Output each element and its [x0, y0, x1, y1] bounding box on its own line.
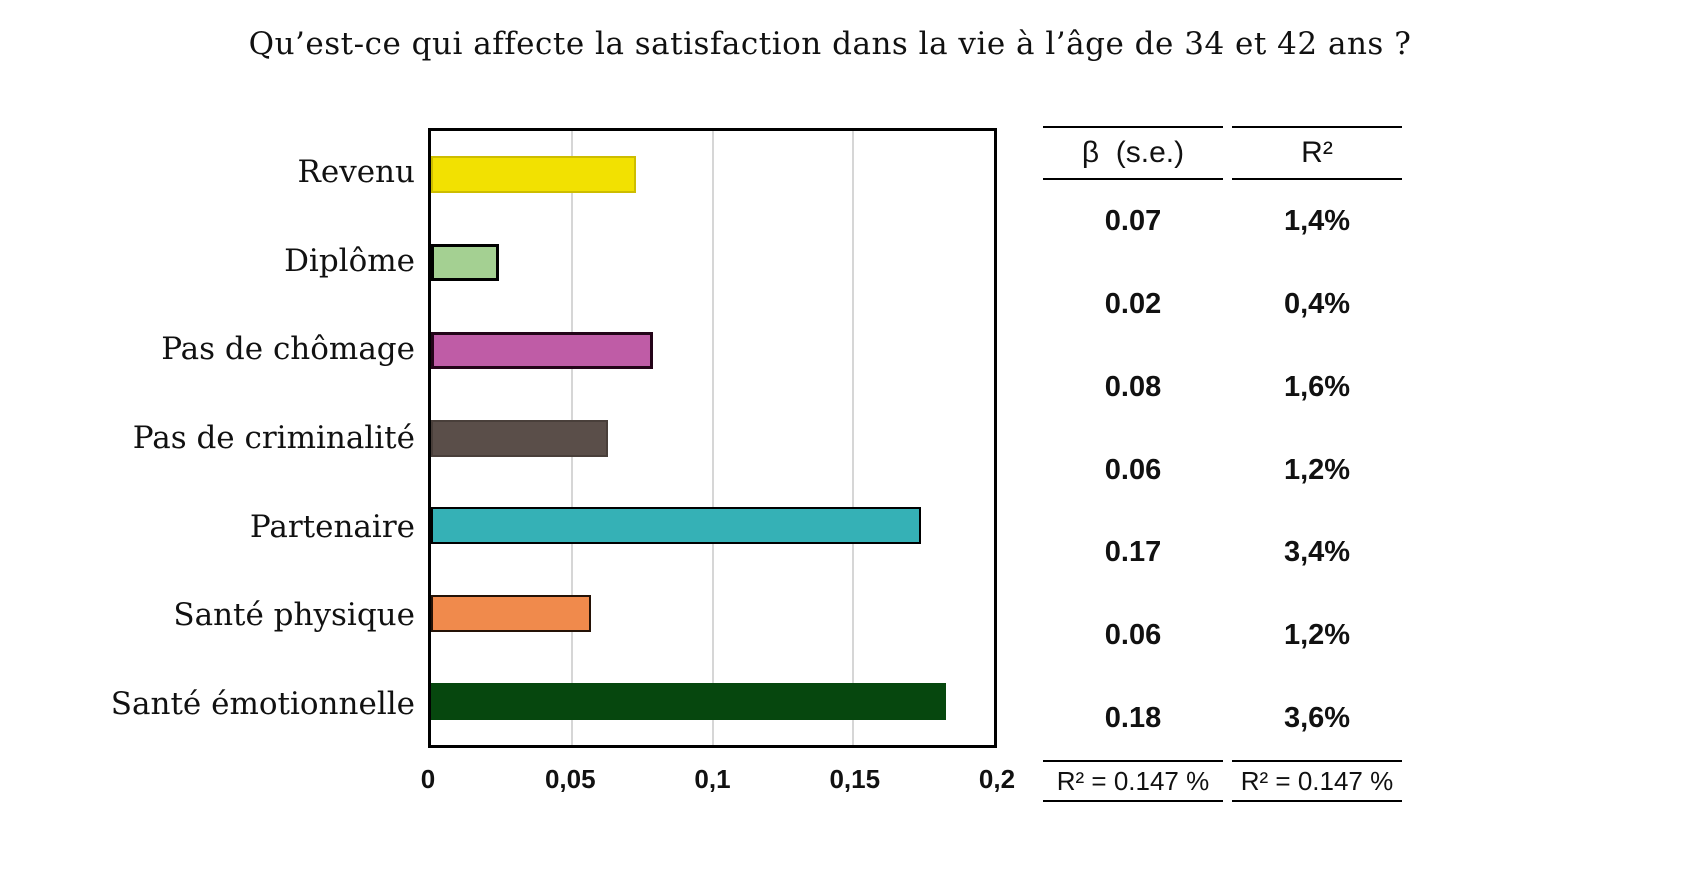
- bar-row-pas-de-criminalite: [431, 394, 994, 482]
- x-tick-0-1: 0,1: [694, 764, 731, 794]
- beta-value: 0.08: [1104, 370, 1162, 403]
- bar-pas-de-chomage: [431, 331, 654, 369]
- x-tick-0-2: 0,2: [978, 764, 1016, 794]
- category-label-sante-emotionnelle: Santé émotionnelle: [110, 685, 415, 722]
- x-tick-0-05: 0,05: [544, 764, 596, 794]
- r2-value: 0,4%: [1283, 287, 1351, 320]
- bar-row-partenaire: [431, 482, 994, 570]
- r2-value: 1,4%: [1283, 204, 1351, 237]
- bar-row-sante-emotionnelle: [431, 657, 994, 745]
- bar-sante-physique: [431, 594, 592, 632]
- bar-sante-emotionnelle: [431, 682, 947, 720]
- gridline-0-15: [852, 131, 855, 745]
- category-label-pas-de-criminalite: Pas de criminalité: [132, 420, 415, 457]
- bar-diplome: [431, 244, 499, 282]
- bar-pas-de-criminalite: [431, 419, 609, 457]
- stats-values-r2: 1,4% 0,4% 1,6% 1,2% 3,4% 1,2% 3,6%: [1232, 180, 1402, 760]
- stats-footer-r2: R² = 0.147 %: [1232, 760, 1402, 802]
- r2-value: 1,6%: [1283, 370, 1351, 403]
- stats-header-r2: R²: [1232, 126, 1402, 180]
- bar-partenaire: [431, 507, 921, 545]
- beta-value: 0.17: [1104, 536, 1162, 569]
- r2-value: 3,4%: [1283, 536, 1351, 569]
- category-label-partenaire: Partenaire: [249, 508, 415, 545]
- gridline-0-1: [711, 131, 714, 745]
- category-label-diplome: Diplôme: [284, 242, 415, 279]
- beta-value: 0.02: [1104, 287, 1162, 320]
- r2-value: 1,2%: [1283, 619, 1351, 652]
- category-axis: Revenu Diplôme Pas de chômage Pas de cri…: [0, 128, 415, 748]
- beta-value: 0.18: [1104, 702, 1162, 735]
- category-label-revenu: Revenu: [297, 154, 415, 191]
- bar-row-revenu: [431, 131, 994, 219]
- plot-area: [428, 128, 997, 748]
- r2-value: 1,2%: [1283, 453, 1351, 486]
- beta-value: 0.06: [1104, 619, 1162, 652]
- x-tick-0-15: 0,15: [829, 764, 881, 794]
- beta-value: 0.07: [1104, 204, 1162, 237]
- x-axis: 0 0,05 0,1 0,15 0,2: [421, 764, 1015, 798]
- chart-title: Qu’est-ce qui affecte la satisfaction da…: [248, 26, 1412, 62]
- stats-column-beta: β (s.e.) 0.07 0.02 0.08 0.06 0.17 0.06 0…: [1043, 126, 1223, 802]
- category-label-sante-physique: Santé physique: [173, 597, 415, 634]
- bar-row-diplome: [431, 219, 994, 307]
- stats-column-r2: R² 1,4% 0,4% 1,6% 1,2% 3,4% 1,2% 3,6% R²…: [1232, 126, 1402, 802]
- x-tick-0: 0: [420, 764, 436, 794]
- bar-row-pas-de-chomage: [431, 306, 994, 394]
- bar-series: [431, 131, 994, 745]
- bar-row-sante-physique: [431, 570, 994, 658]
- category-label-pas-de-chomage: Pas de chômage: [161, 331, 415, 368]
- stats-header-beta: β (s.e.): [1043, 126, 1223, 180]
- r2-value: 3,6%: [1283, 702, 1351, 735]
- bar-revenu: [431, 156, 637, 194]
- stats-footer-beta: R² = 0.147 %: [1043, 760, 1223, 802]
- stats-values-beta: 0.07 0.02 0.08 0.06 0.17 0.06 0.18: [1043, 180, 1223, 760]
- beta-value: 0.06: [1104, 453, 1162, 486]
